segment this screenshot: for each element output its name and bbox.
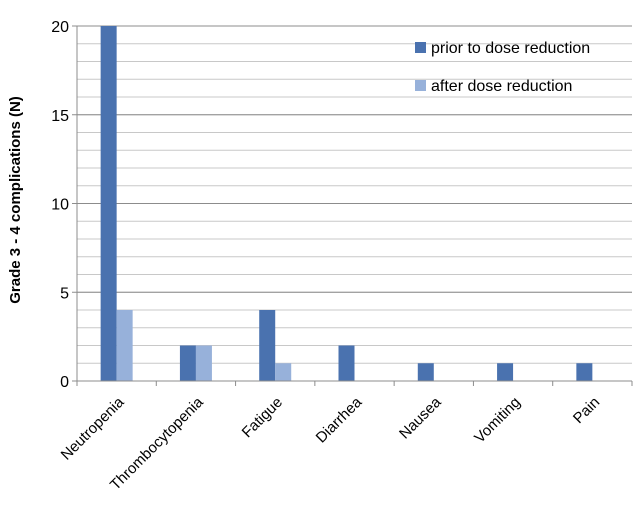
- x-category-label: Fatigue: [239, 394, 286, 441]
- bar: [576, 363, 593, 381]
- x-category-label: Vomiting: [471, 394, 524, 447]
- x-category-label: Nausea: [396, 393, 445, 442]
- bar: [195, 345, 212, 381]
- y-tick-label: 10: [51, 197, 69, 214]
- legend-label: prior to dose reduction: [431, 40, 590, 57]
- gridlines: [77, 25, 632, 364]
- x-category-label: Neutropenia: [58, 393, 128, 463]
- bar: [338, 345, 355, 381]
- legend-swatch: [415, 42, 426, 53]
- bar: [417, 363, 434, 381]
- bars: [100, 26, 593, 381]
- bar: [116, 310, 133, 381]
- x-category-label: Pain: [570, 394, 603, 427]
- y-tick-label: 20: [51, 19, 69, 36]
- y-tick-label: 15: [51, 108, 69, 125]
- y-axis-title: Grade 3 - 4 complications (N): [7, 96, 24, 304]
- legend-swatch: [415, 80, 426, 91]
- bar: [275, 363, 292, 381]
- bar: [179, 345, 196, 381]
- y-tick-label: 0: [60, 374, 69, 391]
- x-category-label: Diarrhea: [313, 393, 366, 446]
- bar: [100, 26, 117, 381]
- legend: prior to dose reduction after dose reduct…: [415, 40, 590, 95]
- bar: [497, 363, 514, 381]
- legend-label: after dose reduction: [431, 78, 572, 95]
- axes: [72, 25, 633, 386]
- y-tick-label: 5: [60, 285, 69, 302]
- bar: [259, 310, 276, 381]
